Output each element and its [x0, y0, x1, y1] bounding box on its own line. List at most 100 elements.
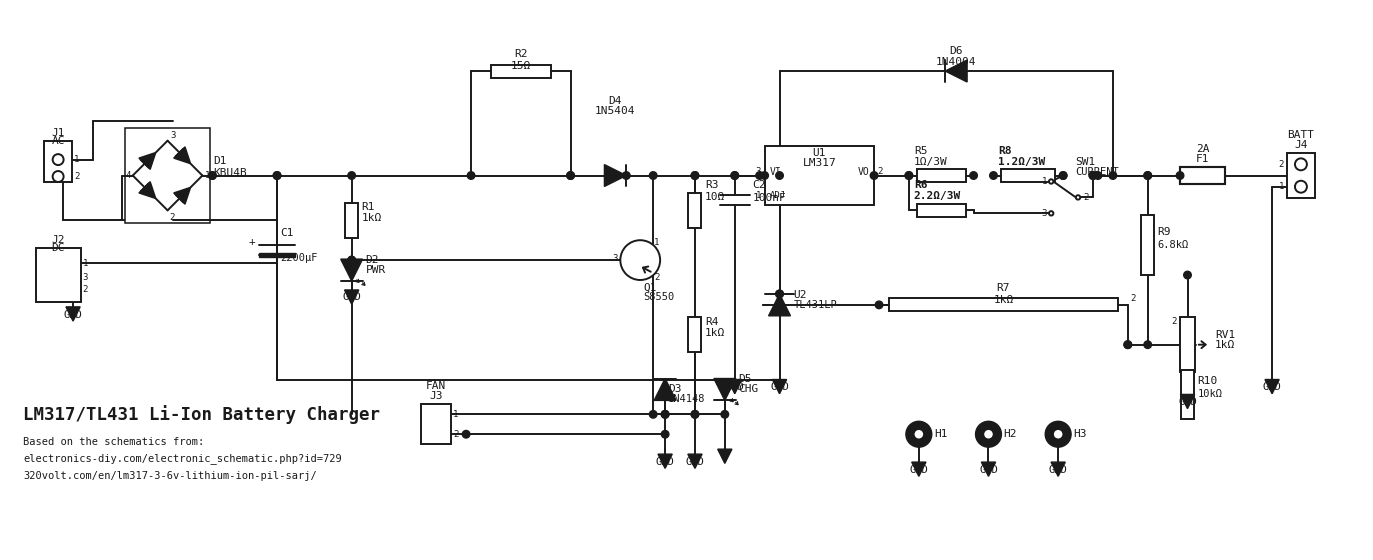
Polygon shape: [174, 187, 191, 204]
Text: FAN: FAN: [426, 381, 446, 391]
Text: 1N4148: 1N4148: [669, 394, 706, 404]
Text: F1: F1: [1196, 153, 1210, 164]
Bar: [765, 146, 875, 206]
Circle shape: [1295, 158, 1307, 170]
Text: 1: 1: [205, 171, 210, 180]
Text: GND: GND: [909, 465, 928, 475]
Text: 6.8kΩ: 6.8kΩ: [1157, 240, 1189, 250]
Circle shape: [1060, 172, 1067, 179]
Text: 15Ω: 15Ω: [511, 61, 531, 71]
Bar: [888, 298, 1118, 311]
Text: Based on the schematics from:: Based on the schematics from:: [23, 437, 205, 447]
Circle shape: [691, 172, 699, 179]
Text: GND: GND: [63, 310, 82, 320]
Text: +: +: [249, 237, 255, 247]
Text: LM317/TL431 Li-Ion Battery Charger: LM317/TL431 Li-Ion Battery Charger: [23, 405, 380, 424]
Text: 2: 2: [877, 167, 883, 176]
Text: 2A: 2A: [1196, 143, 1210, 153]
Bar: [1141, 216, 1155, 275]
Text: 3: 3: [1042, 209, 1048, 218]
Text: LM317: LM317: [802, 157, 836, 167]
Circle shape: [1089, 172, 1097, 179]
Text: C2: C2: [752, 180, 766, 190]
Text: 1: 1: [74, 155, 80, 164]
Circle shape: [347, 256, 356, 264]
Text: DC: DC: [51, 242, 65, 253]
Bar: [259, 253, 295, 257]
Circle shape: [757, 172, 763, 179]
Circle shape: [906, 421, 932, 447]
Text: R6: R6: [914, 180, 927, 190]
Circle shape: [776, 290, 784, 298]
Text: R9: R9: [1157, 227, 1171, 237]
Bar: [917, 169, 965, 182]
Circle shape: [463, 431, 470, 438]
Text: GND: GND: [685, 457, 704, 467]
Polygon shape: [658, 454, 673, 468]
Text: VI: VI: [770, 166, 781, 176]
Text: U2: U2: [794, 290, 807, 300]
Circle shape: [649, 172, 656, 179]
Text: C1: C1: [280, 228, 294, 238]
Circle shape: [622, 172, 630, 179]
Text: D3: D3: [669, 384, 681, 394]
Text: 10kΩ: 10kΩ: [1197, 389, 1222, 399]
Bar: [44, 141, 71, 183]
Text: PWR: PWR: [365, 265, 386, 275]
Bar: [1287, 153, 1315, 198]
Circle shape: [1089, 172, 1097, 179]
Text: 1: 1: [1042, 177, 1048, 186]
Text: 1kΩ: 1kΩ: [993, 295, 1013, 305]
Circle shape: [52, 154, 63, 165]
Circle shape: [209, 172, 216, 179]
Bar: [125, 128, 210, 223]
Text: Q1: Q1: [643, 283, 656, 293]
Text: 1N4004: 1N4004: [936, 57, 976, 67]
Text: VO: VO: [857, 166, 869, 176]
Text: 1: 1: [453, 410, 459, 419]
Circle shape: [691, 410, 699, 418]
Text: R7: R7: [997, 283, 1011, 293]
Text: 2: 2: [453, 430, 459, 438]
Text: 2: 2: [74, 172, 80, 181]
Polygon shape: [174, 147, 191, 164]
Text: GND: GND: [725, 382, 744, 393]
Circle shape: [1109, 172, 1116, 179]
Text: R5: R5: [914, 146, 927, 156]
Polygon shape: [773, 380, 787, 394]
Text: SW1: SW1: [1075, 157, 1096, 166]
Text: 4: 4: [125, 171, 130, 180]
Text: KBU4B: KBU4B: [213, 167, 247, 178]
Circle shape: [914, 430, 924, 439]
Circle shape: [1124, 341, 1131, 348]
Text: CHG: CHG: [739, 384, 759, 394]
Polygon shape: [345, 290, 358, 304]
Text: 2: 2: [170, 213, 174, 222]
Polygon shape: [1181, 394, 1195, 409]
Circle shape: [649, 410, 656, 418]
Text: 1: 1: [757, 192, 762, 200]
Polygon shape: [1265, 380, 1280, 394]
Text: RV1: RV1: [1215, 330, 1236, 340]
Circle shape: [1295, 181, 1307, 193]
Polygon shape: [66, 307, 80, 321]
Bar: [688, 193, 702, 228]
Circle shape: [1049, 179, 1053, 184]
Text: D6: D6: [949, 46, 962, 56]
Text: 2: 2: [82, 286, 88, 295]
Text: AC: AC: [51, 136, 65, 146]
Circle shape: [1053, 430, 1063, 439]
Text: 2: 2: [1131, 294, 1137, 303]
Circle shape: [1177, 172, 1184, 179]
Circle shape: [1045, 421, 1071, 447]
Circle shape: [691, 172, 699, 179]
Text: 2: 2: [1083, 193, 1089, 202]
Text: TL431LP: TL431LP: [794, 300, 838, 310]
Polygon shape: [139, 152, 155, 169]
Text: 1: 1: [82, 259, 88, 268]
Text: D2: D2: [365, 255, 379, 265]
Circle shape: [1124, 341, 1131, 348]
Text: 1: 1: [1278, 182, 1284, 191]
Text: R4: R4: [704, 317, 718, 327]
Polygon shape: [718, 449, 732, 463]
